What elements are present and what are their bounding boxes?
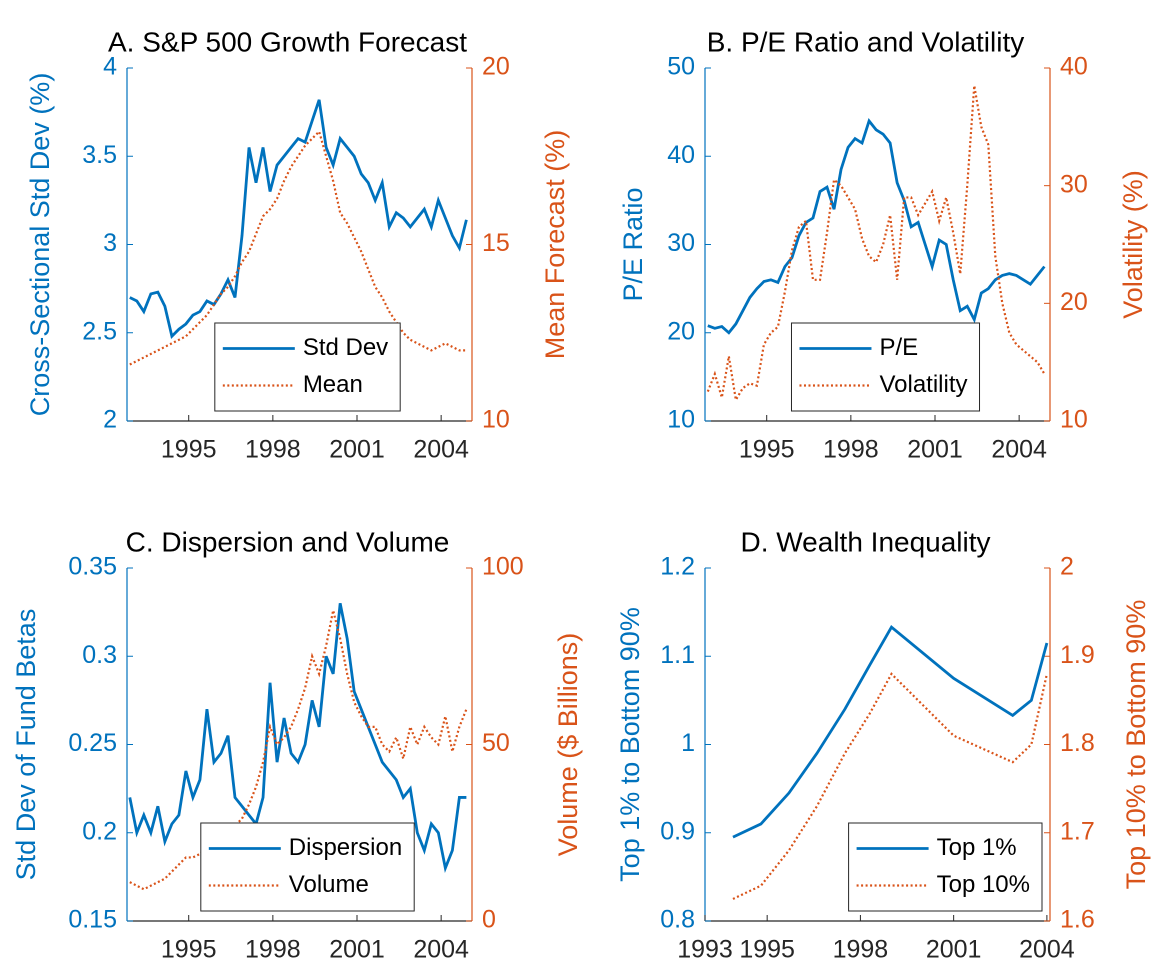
data-line xyxy=(732,672,1048,900)
y2-tick-label: 50 xyxy=(482,729,510,757)
panel: 1995 1998 2001 2004 0.15 0.2 0.25 0.3 0.35 0 50 100… xyxy=(11,526,583,963)
panel: 1995 1998 2001 2004 2 2.5 3 3.5 4 10 15 20 A. S&P 50… xyxy=(25,26,570,463)
y-tick-label: 2.5 xyxy=(82,317,117,345)
x-tick-label: 2001 xyxy=(926,936,982,964)
x-tick-label: 2004 xyxy=(413,936,469,964)
y-tick-label: 40 xyxy=(667,141,695,169)
x-tick-label: 1998 xyxy=(823,436,879,464)
y-tick-label: 0.8 xyxy=(660,906,695,934)
data-line xyxy=(129,99,468,340)
y-tick-label: 50 xyxy=(667,53,695,81)
data-line xyxy=(129,610,468,891)
legend: P/E Volatility xyxy=(790,322,981,412)
legend-box xyxy=(848,822,1043,912)
y2-axis-label: Mean Forecast (%) xyxy=(540,130,570,360)
data-line xyxy=(128,603,467,873)
y2-tick-label: 20 xyxy=(1060,288,1088,316)
y-tick-label: 0.2 xyxy=(82,817,117,845)
legend: Dispersion Volume xyxy=(200,822,415,912)
x-tick-label: 2004 xyxy=(413,436,469,464)
x-tick-label: 1998 xyxy=(245,936,301,964)
y-tick-label: 2 xyxy=(103,406,117,434)
y-tick-label: 3 xyxy=(103,229,117,257)
legend-label: Volume xyxy=(289,871,369,898)
y2-tick-label: 40 xyxy=(1060,53,1088,81)
y2-axis-label: Volume ($ Billions) xyxy=(553,633,583,857)
x-tick-label: 1995 xyxy=(739,936,795,964)
panel: 1993 1995 1998 2001 2004 0.8 0.9 1 1.1 1.2 1.6 1.7 1… xyxy=(615,526,1151,963)
y2-tick-label: 0 xyxy=(482,906,496,934)
y2-tick-label: 10 xyxy=(1060,406,1088,434)
y2-tick-label: 15 xyxy=(482,229,510,257)
x-tick-label: 1995 xyxy=(739,436,795,464)
y-tick-label: 1.2 xyxy=(660,553,695,581)
data-line xyxy=(732,624,1049,839)
x-tick-label: 2004 xyxy=(1019,936,1075,964)
y2-tick-label: 1.6 xyxy=(1060,906,1095,934)
x-tick-label: 1998 xyxy=(833,936,889,964)
y2-tick-label: 1.7 xyxy=(1060,817,1095,845)
y2-tick-label: 10 xyxy=(482,406,510,434)
x-tick-label: 1998 xyxy=(245,436,301,464)
x-tick-label: 2004 xyxy=(991,436,1047,464)
y-tick-label: 30 xyxy=(667,229,695,257)
y-axis-label: Top 1% to Bottom 90% xyxy=(615,607,645,882)
y2-tick-label: 1.9 xyxy=(1060,641,1095,669)
y2-tick-label: 30 xyxy=(1060,170,1088,198)
y2-tick-label: 20 xyxy=(482,53,510,81)
y-axis-label: P/E Ratio xyxy=(618,187,648,301)
y-axis-label: Cross-Sectional Std Dev (%) xyxy=(25,73,55,417)
legend-label: Dispersion xyxy=(289,834,402,861)
data-line xyxy=(706,85,1046,403)
x-tick-label: 1995 xyxy=(161,436,217,464)
y-tick-label: 1 xyxy=(681,729,695,757)
chart-title: C. Dispersion and Volume xyxy=(126,526,450,557)
legend-label: P/E xyxy=(879,334,918,361)
legend-label: Mean xyxy=(303,371,363,398)
x-tick-label: 1993 xyxy=(677,936,733,964)
legend-box xyxy=(214,322,401,412)
y-tick-label: 10 xyxy=(667,406,695,434)
y2-axis-label: Volatility (%) xyxy=(1118,170,1148,319)
legend-label: Std Dev xyxy=(303,334,388,361)
legend: Std Dev Mean xyxy=(214,322,401,412)
legend-box xyxy=(200,822,415,912)
y-tick-label: 0.9 xyxy=(660,817,695,845)
x-tick-label: 2001 xyxy=(329,436,385,464)
chart-title: D. Wealth Inequality xyxy=(740,526,990,557)
y2-tick-label: 100 xyxy=(482,553,524,581)
legend: Top 1% Top 10% xyxy=(848,822,1043,912)
legend-label: Volatility xyxy=(879,371,967,398)
chart-title: A. S&P 500 Growth Forecast xyxy=(108,26,467,57)
y-tick-label: 0.15 xyxy=(68,906,117,934)
x-tick-label: 2001 xyxy=(907,436,963,464)
legend-box xyxy=(790,322,981,412)
data-line xyxy=(707,118,1046,335)
y-tick-label: 20 xyxy=(667,317,695,345)
x-tick-label: 2001 xyxy=(329,936,385,964)
y2-tick-label: 1.8 xyxy=(1060,729,1095,757)
y-tick-label: 0.3 xyxy=(82,641,117,669)
y-tick-label: 0.35 xyxy=(68,553,117,581)
panel: 1995 1998 2001 2004 10 20 30 40 50 10 20 30 40 B. P/E… xyxy=(618,26,1148,463)
x-tick-label: 1995 xyxy=(161,936,217,964)
legend-label: Top 10% xyxy=(937,871,1030,898)
y-tick-label: 4 xyxy=(103,53,117,81)
y2-axis-label: Top 10% to Bottom 90% xyxy=(1121,600,1151,890)
legend-label: Top 1% xyxy=(937,834,1017,861)
chart-title: B. P/E Ratio and Volatility xyxy=(707,26,1025,57)
y-tick-label: 3.5 xyxy=(82,141,117,169)
y-tick-label: 0.25 xyxy=(68,729,117,757)
y-tick-label: 1.1 xyxy=(660,641,695,669)
y-axis-label: Std Dev of Fund Betas xyxy=(11,609,41,881)
y2-tick-label: 2 xyxy=(1060,553,1074,581)
